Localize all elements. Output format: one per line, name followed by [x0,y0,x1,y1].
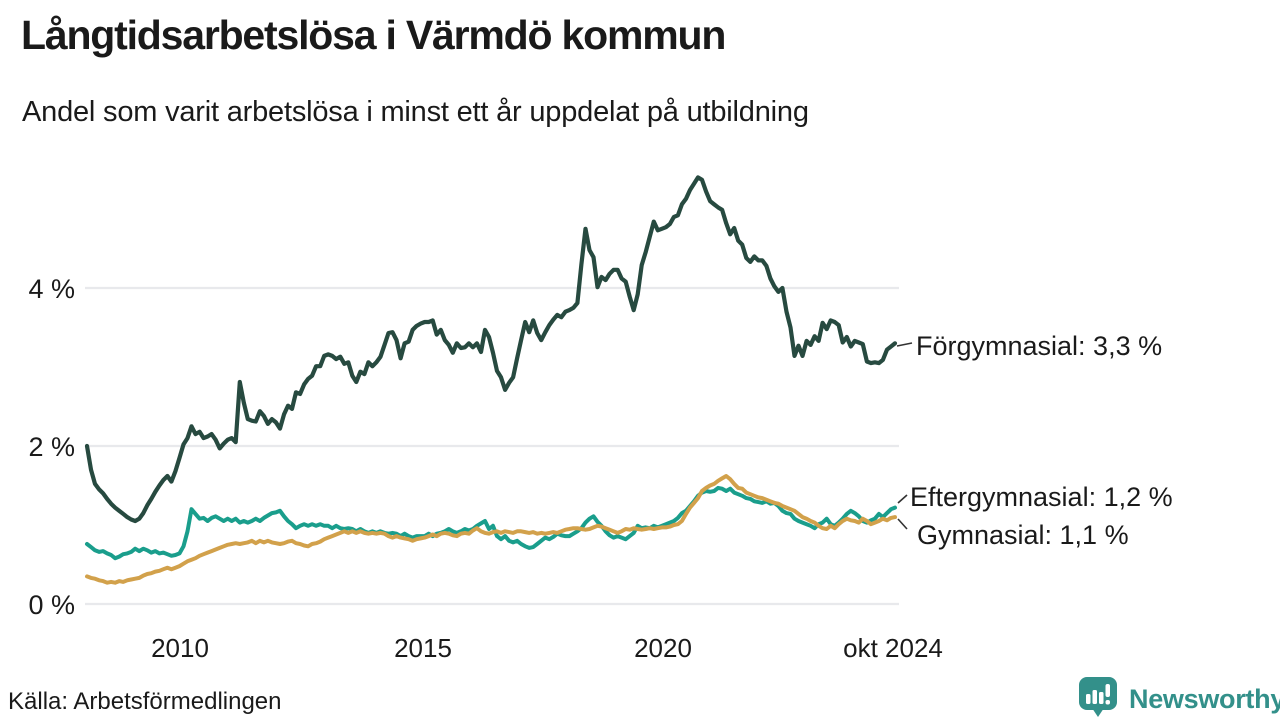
series-line-förgymnasial [84,175,898,524]
x-axis-tick-2010: 2010 [151,633,209,663]
x-axis-tick-2015: 2015 [394,633,452,663]
series-line-eftergymnasial [85,485,897,561]
page-subtitle: Andel som varit arbetslösa i minst ett å… [22,96,809,128]
source-credit: Källa: Arbetsförmedlingen [8,688,282,715]
newsworthy-brand-text: Newsworthy [1129,683,1280,714]
connector-gymnasial [897,518,908,530]
x-axis-tick-okt-2024: okt 2024 [843,633,943,663]
y-axis-tick-4: 4 % [28,274,75,304]
label-connectors [896,342,913,530]
series-label-gymnasial: Gymnasial: 1,1 % [917,520,1129,550]
x-axis-tick-2020: 2020 [634,633,692,663]
series-label-eftergymnasial: Eftergymnasial: 1,2 % [910,482,1173,512]
series-lines [84,175,898,585]
y-axis-tick-2: 2 % [28,432,75,462]
newsworthy-brand: Newsworthy [1078,676,1280,720]
series-label-forgymnasial: Förgymnasial: 3,3 % [916,331,1163,361]
y-axis-tick-0: 0 % [28,590,75,620]
series-line-gymnasial [85,474,897,585]
page-title: Långtidsarbetslösa i Värmdö kommun [21,12,726,58]
gridlines [85,286,899,606]
newsworthy-logo-icon [1078,676,1120,720]
connector-forgymnasial [896,342,913,347]
connector-eftergymnasial [897,494,908,504]
